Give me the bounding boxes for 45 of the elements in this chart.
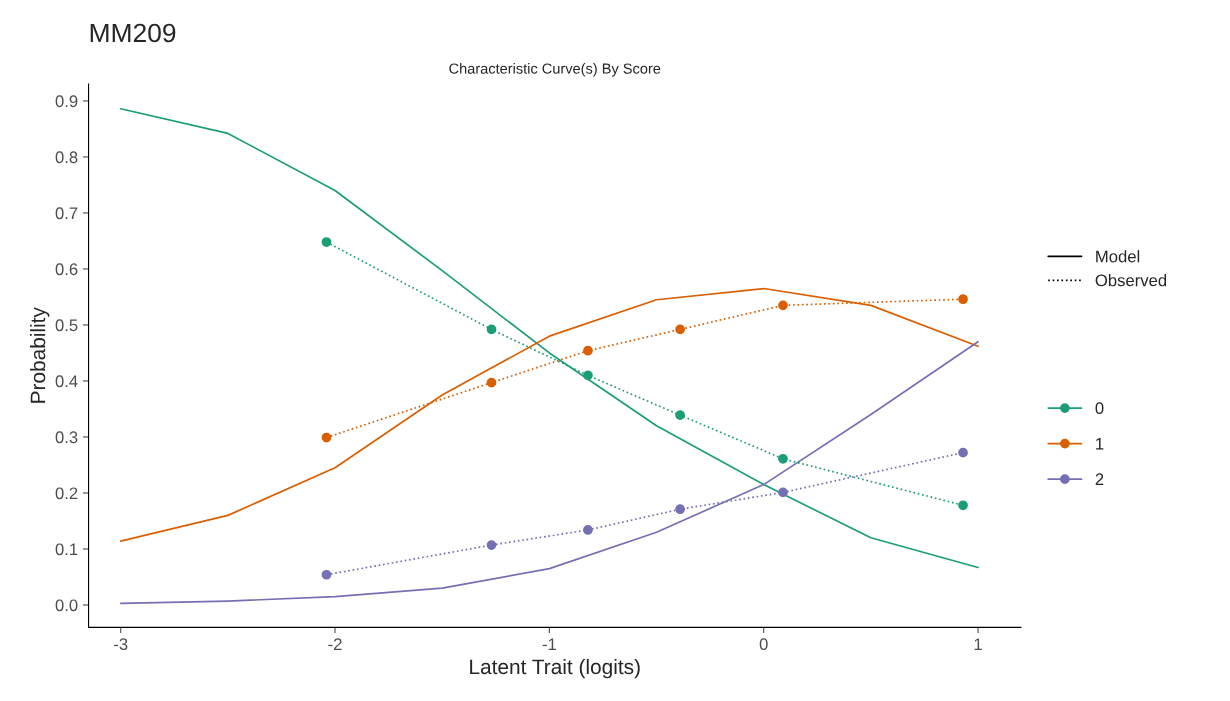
point bbox=[675, 410, 685, 420]
point bbox=[583, 345, 593, 356]
point bbox=[583, 370, 593, 381]
y-tick-label: 0.2 bbox=[55, 487, 78, 500]
y-axis-title: Probability bbox=[30, 307, 50, 403]
line-series bbox=[119, 107, 979, 569]
y-tick-label: 0.5 bbox=[55, 319, 78, 332]
y-tick-label: 0.4 bbox=[55, 375, 78, 388]
point bbox=[321, 569, 332, 580]
point bbox=[958, 500, 968, 511]
y-tick-label: 0.1 bbox=[55, 543, 78, 556]
chart-subtitle: Characteristic Curve(s) By Score bbox=[449, 63, 661, 77]
legend-label: 2 bbox=[1095, 473, 1104, 485]
point bbox=[486, 540, 497, 550]
x-tick-label: -3 bbox=[114, 638, 128, 651]
point bbox=[675, 504, 685, 515]
point bbox=[486, 377, 497, 388]
x-tick-label: -1 bbox=[542, 638, 556, 650]
point bbox=[321, 237, 332, 247]
legend-label: 0 bbox=[1095, 402, 1104, 415]
text: Model bbox=[1096, 250, 1140, 263]
point bbox=[778, 487, 788, 498]
y-tick-label: 0.0 bbox=[55, 599, 78, 612]
y-tick-label: 0.8 bbox=[55, 151, 78, 164]
y-tick-label: 0.9 bbox=[55, 95, 78, 108]
legend-label: 1 bbox=[1096, 437, 1104, 450]
x-tick-label: -2 bbox=[328, 638, 342, 650]
chart-title: MM209 bbox=[90, 23, 176, 43]
point bbox=[958, 294, 968, 305]
point bbox=[778, 453, 788, 464]
point bbox=[675, 324, 685, 335]
line-series bbox=[119, 340, 979, 605]
point bbox=[321, 432, 332, 443]
point bbox=[778, 300, 788, 311]
point bbox=[583, 525, 593, 535]
x-tick-label: 0 bbox=[759, 638, 768, 651]
y-tick-label: 0.6 bbox=[55, 263, 78, 276]
x-axis-title: Latent Trait (logits) bbox=[470, 658, 640, 679]
y-tick-label: 0.3 bbox=[55, 431, 78, 444]
text: Observed bbox=[1095, 274, 1167, 287]
point bbox=[486, 324, 497, 335]
point bbox=[958, 447, 968, 458]
line-series bbox=[119, 287, 979, 542]
y-tick-label: 0.7 bbox=[55, 207, 78, 220]
x-tick-label: 1 bbox=[974, 638, 982, 650]
